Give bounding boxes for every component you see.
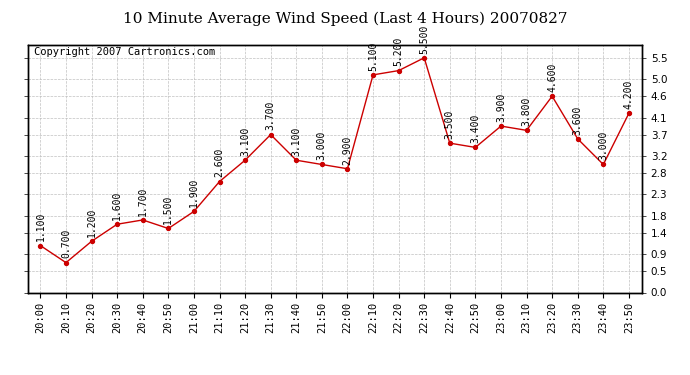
Point: [572, 136, 583, 142]
Point: [598, 162, 609, 168]
Point: [290, 157, 302, 163]
Text: 4.600: 4.600: [547, 63, 557, 92]
Point: [316, 162, 327, 168]
Text: 3.100: 3.100: [291, 127, 302, 156]
Text: 2.900: 2.900: [342, 135, 353, 165]
Point: [444, 140, 455, 146]
Text: 3.600: 3.600: [573, 105, 583, 135]
Point: [470, 144, 481, 150]
Point: [86, 238, 97, 244]
Text: 2.600: 2.600: [215, 148, 224, 177]
Text: 5.500: 5.500: [420, 24, 429, 54]
Point: [214, 178, 225, 184]
Text: 1.100: 1.100: [35, 212, 46, 242]
Text: 3.700: 3.700: [266, 101, 276, 130]
Point: [61, 260, 72, 266]
Text: 3.000: 3.000: [598, 131, 609, 160]
Point: [495, 123, 506, 129]
Text: Copyright 2007 Cartronics.com: Copyright 2007 Cartronics.com: [34, 48, 215, 57]
Text: 5.200: 5.200: [393, 37, 404, 66]
Point: [521, 128, 532, 134]
Point: [546, 93, 558, 99]
Text: 10 Minute Average Wind Speed (Last 4 Hours) 20070827: 10 Minute Average Wind Speed (Last 4 Hou…: [123, 11, 567, 26]
Text: 1.900: 1.900: [189, 178, 199, 207]
Text: 1.500: 1.500: [164, 195, 173, 224]
Point: [342, 166, 353, 172]
Point: [112, 221, 123, 227]
Text: 3.900: 3.900: [496, 93, 506, 122]
Text: 1.600: 1.600: [112, 190, 122, 220]
Point: [239, 157, 250, 163]
Text: 1.200: 1.200: [86, 208, 97, 237]
Text: 3.000: 3.000: [317, 131, 327, 160]
Point: [265, 132, 276, 138]
Point: [623, 110, 634, 116]
Text: 0.700: 0.700: [61, 229, 71, 258]
Point: [419, 55, 430, 61]
Text: 3.400: 3.400: [471, 114, 480, 143]
Point: [35, 243, 46, 249]
Point: [393, 68, 404, 74]
Point: [163, 225, 174, 231]
Text: 5.100: 5.100: [368, 41, 378, 71]
Point: [137, 217, 148, 223]
Text: 3.800: 3.800: [522, 97, 531, 126]
Text: 3.500: 3.500: [445, 110, 455, 139]
Point: [188, 209, 199, 214]
Text: 1.700: 1.700: [138, 186, 148, 216]
Text: 3.100: 3.100: [240, 127, 250, 156]
Point: [368, 72, 379, 78]
Text: 4.200: 4.200: [624, 80, 634, 109]
